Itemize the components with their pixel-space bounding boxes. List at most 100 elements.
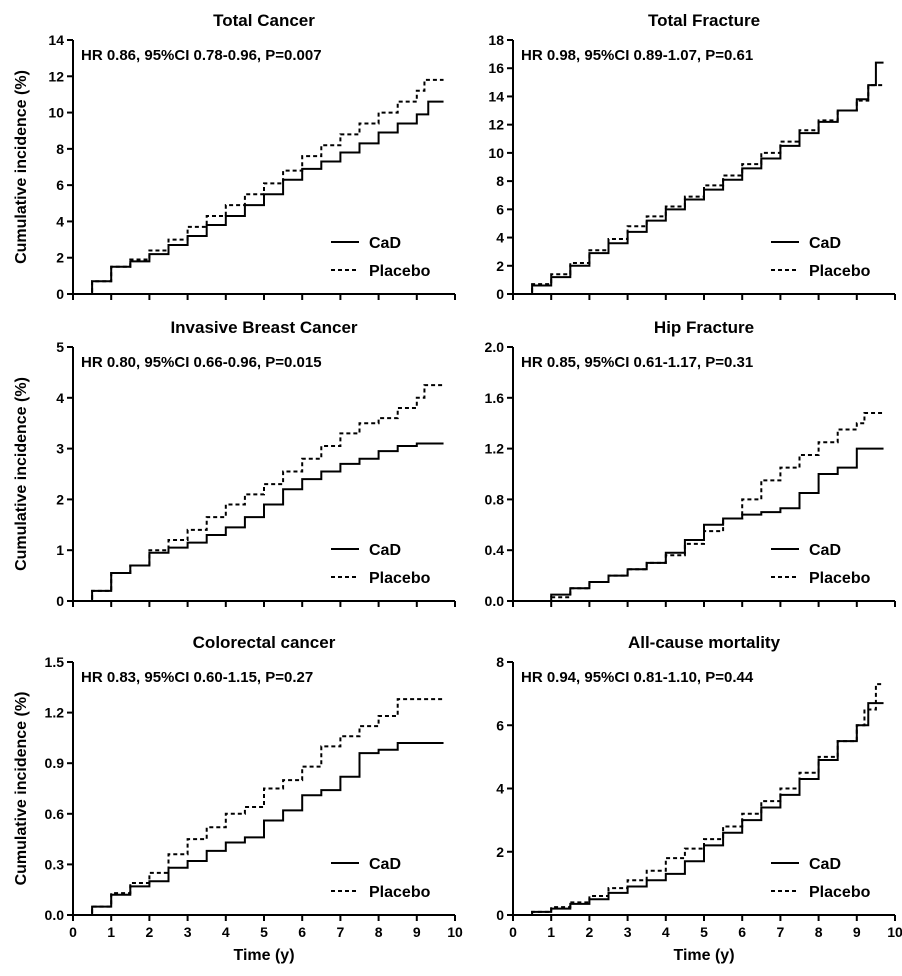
y-tick-label: 2 [56,491,64,507]
x-tick-label: 1 [547,924,555,940]
chart-panel: All-cause mortality 0 2 4 6 8 0 1 2 3 4 5 6 7 8 9 10 Time… [496,633,902,964]
chart-title: Total Cancer [213,11,315,30]
x-tick-label: 5 [260,924,268,940]
series-line-placebo [73,78,444,295]
y-tick-label: 0.8 [485,491,505,507]
chart-title: Hip Fracture [654,318,754,337]
y-tick-label: 4 [56,390,64,406]
y-tick-label: 18 [488,32,504,48]
legend-label: Placebo [369,263,431,280]
series-line-placebo [73,698,444,916]
series-line-placebo [73,384,444,602]
x-tick-label: 0 [509,924,517,940]
legend-label: CaD [369,542,401,559]
y-tick-label: 0.9 [45,755,65,771]
y-tick-label: 12 [48,68,64,84]
x-axis-label: Time (y) [673,947,734,964]
chart-title: All-cause mortality [628,633,781,652]
chart-title: Colorectal cancer [193,633,336,652]
y-tick-label: 1 [56,542,64,558]
y-axis-label: Cumulative incidence (%) [13,70,30,264]
chart-panel: Colorectal cancer 0.0 0.3 0.6 0.9 1.2 1.5 0 1 2 3 4… [13,633,463,964]
legend-label: Placebo [369,570,431,587]
x-tick-label: 7 [777,924,785,940]
y-tick-label: 8 [496,654,504,670]
y-tick-label: 6 [496,717,504,733]
chart-title: Invasive Breast Cancer [170,318,357,337]
y-tick-label: 1.6 [485,390,505,406]
series-line-placebo [513,683,884,916]
y-tick-label: 10 [488,145,504,161]
x-axis-label: Time (y) [233,947,294,964]
x-tick-label: 5 [700,924,708,940]
y-tick-label: 6 [496,201,504,217]
y-tick-label: 4 [496,781,504,797]
chart-panel: Invasive Breast Cancer 0 1 2 3 4 5 Cumulative i… [13,318,456,609]
y-tick-label: 8 [496,173,504,189]
chart-panel: Total Fracture 0 2 4 6 8 10 12 14 16 18 HR 0.98, 95… [488,11,896,302]
x-tick-label: 4 [662,924,670,940]
series-line-cad [513,61,884,295]
x-tick-label: 6 [738,924,746,940]
y-tick-label: 1.2 [45,705,65,721]
y-tick-label: 0.4 [485,542,505,558]
y-tick-label: 2 [56,250,64,266]
series-line-placebo [513,83,885,295]
hazard-ratio-annotation: HR 0.86, 95%CI 0.78-0.96, P=0.007 [81,47,322,64]
legend-label: CaD [809,235,841,252]
x-tick-label: 9 [853,924,861,940]
y-tick-label: 0.6 [45,806,65,822]
y-tick-label: 0 [496,286,504,302]
legend-label: CaD [369,235,401,252]
y-tick-label: 0.0 [485,593,505,609]
y-tick-label: 4 [56,213,64,229]
legend-label: CaD [809,856,841,873]
x-tick-label: 2 [586,924,594,940]
y-tick-label: 14 [48,32,64,48]
legend-label: Placebo [809,884,871,901]
x-tick-label: 0 [69,924,77,940]
y-tick-label: 12 [488,117,504,133]
y-tick-label: 16 [488,60,504,76]
y-tick-label: 2 [496,258,504,274]
y-tick-label: 1.5 [45,654,65,670]
hazard-ratio-annotation: HR 0.83, 95%CI 0.60-1.15, P=0.27 [81,669,313,686]
x-tick-label: 8 [815,924,823,940]
x-tick-label: 1 [107,924,115,940]
legend-label: CaD [369,856,401,873]
y-axis-label: Cumulative incidence (%) [13,377,30,571]
chart-panel: Hip Fracture 0.0 0.4 0.8 1.2 1.6 2.0 HR 0.85, 9… [485,318,896,609]
x-tick-label: 2 [146,924,154,940]
series-line-cad [513,702,884,916]
y-axis-label: Cumulative incidence (%) [13,692,30,886]
series-line-cad [513,447,884,602]
series-line-cad [73,442,444,602]
y-tick-label: 0 [56,286,64,302]
x-tick-label: 3 [624,924,632,940]
y-tick-label: 2.0 [485,339,505,355]
series-line-cad [73,100,444,295]
x-tick-label: 10 [887,924,902,940]
y-tick-label: 0.0 [45,907,65,923]
x-tick-label: 6 [298,924,306,940]
legend-label: Placebo [369,884,431,901]
x-tick-label: 9 [413,924,421,940]
hazard-ratio-annotation: HR 0.80, 95%CI 0.66-0.96, P=0.015 [81,354,322,371]
y-tick-label: 0 [496,907,504,923]
legend-label: CaD [809,542,841,559]
y-tick-label: 8 [56,141,64,157]
y-tick-label: 5 [56,339,64,355]
y-tick-label: 10 [48,105,64,121]
y-tick-label: 1.2 [485,441,505,457]
y-tick-label: 2 [496,844,504,860]
hazard-ratio-annotation: HR 0.94, 95%CI 0.81-1.10, P=0.44 [521,669,754,686]
x-tick-label: 4 [222,924,230,940]
y-tick-label: 6 [56,177,64,193]
x-tick-label: 3 [184,924,192,940]
hazard-ratio-annotation: HR 0.98, 95%CI 0.89-1.07, P=0.61 [521,47,753,64]
x-tick-label: 7 [337,924,345,940]
y-tick-label: 14 [488,88,504,104]
legend-label: Placebo [809,570,871,587]
chart-title: Total Fracture [648,11,760,30]
